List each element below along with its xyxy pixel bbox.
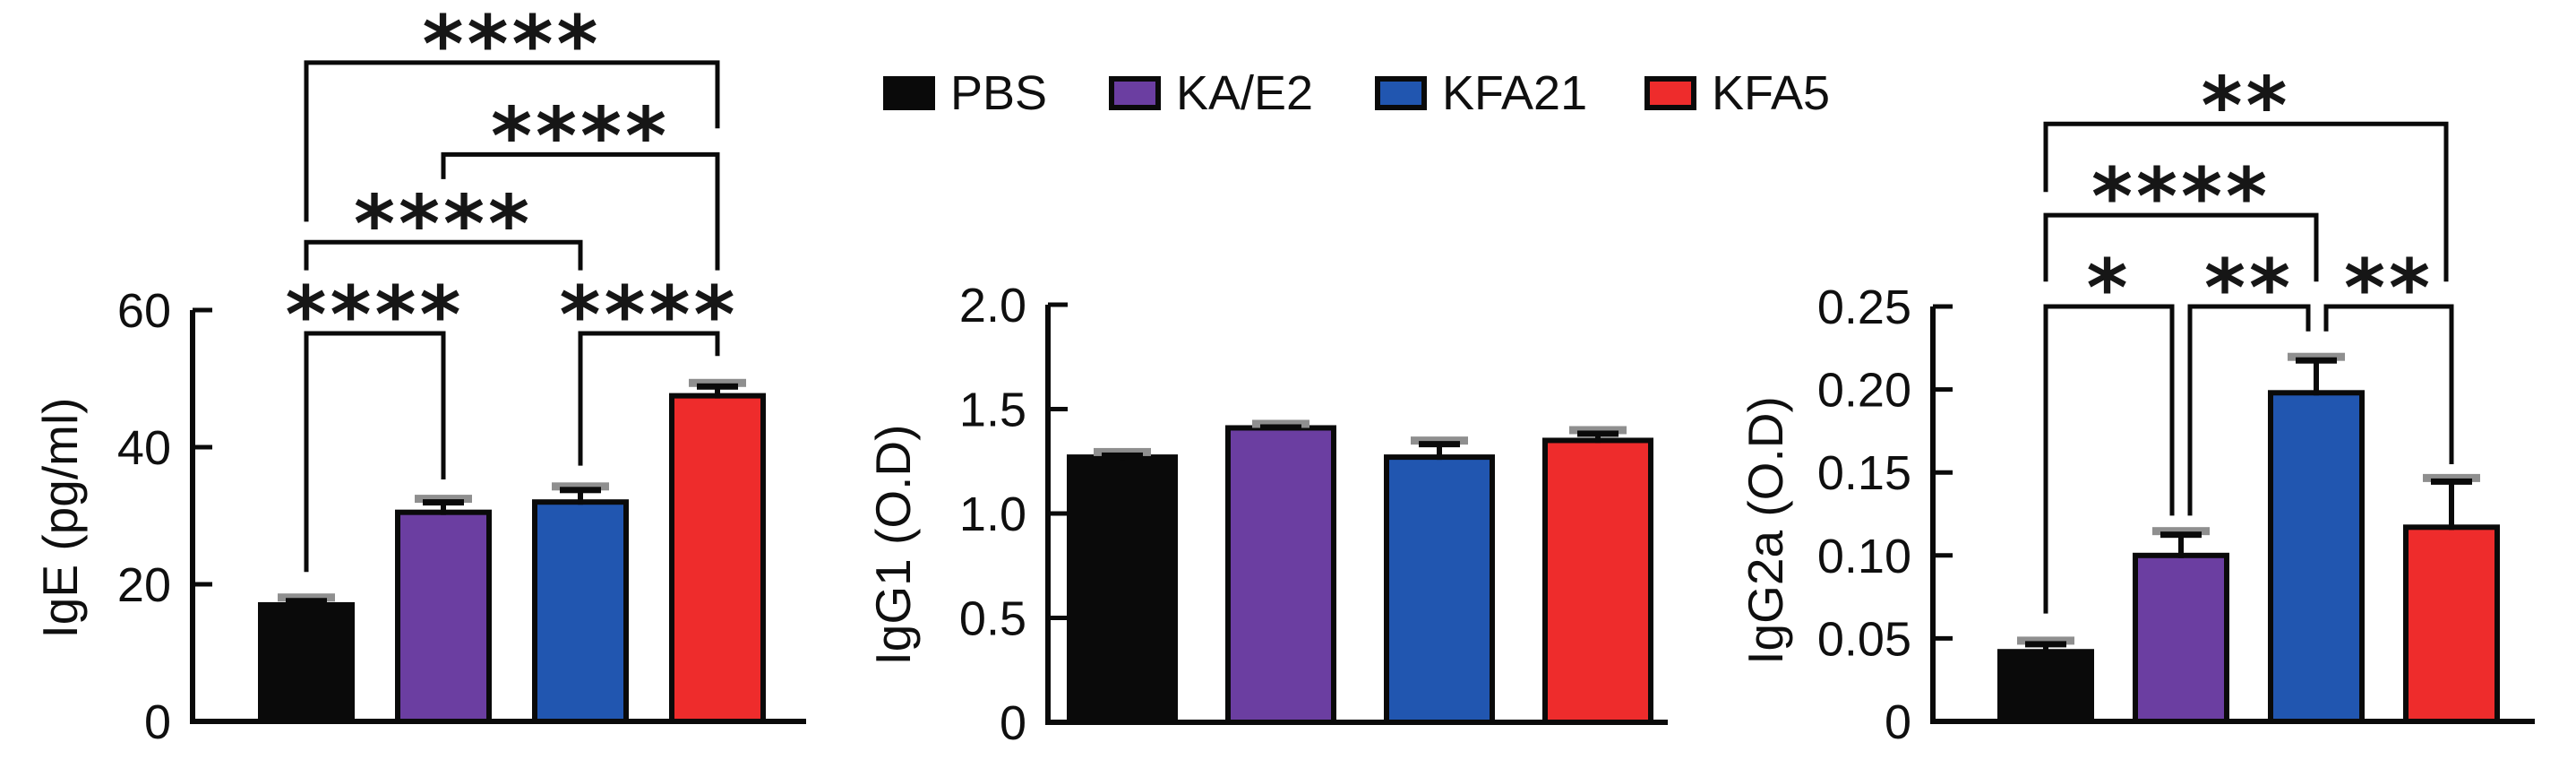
error-cap-kae2 <box>2160 531 2202 539</box>
y-tick-label: 20 <box>117 558 171 612</box>
significance-label-4: ** <box>2201 59 2290 151</box>
bar-pbs <box>258 601 355 725</box>
bar-kfa5 <box>2403 524 2500 724</box>
bar-pbs <box>1997 649 2094 724</box>
significance-label-1: ** <box>2204 242 2294 334</box>
error-cap-kfa21 <box>1419 441 1460 448</box>
significance-label-3: **** <box>491 90 670 182</box>
y-tick-label: 2.0 <box>959 279 1026 332</box>
y-tick-label: 60 <box>117 284 171 338</box>
y-axis-title: IgG2a (O.D) <box>1738 396 1793 665</box>
bar-pbs <box>1067 454 1178 725</box>
y-tick-label: 0 <box>1885 695 1911 749</box>
legend-item-kae2: KA/E2 <box>1109 69 1313 117</box>
error-cap-gray-kfa21 <box>2288 352 2345 361</box>
y-tick-label: 0 <box>1000 696 1026 750</box>
bar-kfa5 <box>669 393 766 724</box>
bar-kfa5 <box>1542 437 1653 725</box>
significance-bracket-1 <box>2187 304 2311 516</box>
significance-bracket-1 <box>578 331 720 466</box>
y-tick-label: 0.10 <box>1817 530 1911 583</box>
legend-swatch-kfa5 <box>1644 76 1696 110</box>
y-tick-label: 0.25 <box>1817 280 1911 334</box>
significance-label-2: ** <box>2344 242 2434 334</box>
error-cap-kfa5 <box>697 383 738 390</box>
bar-kfa21 <box>532 499 629 725</box>
legend: PBS KA/E2 KFA21 KFA5 <box>0 0 2576 125</box>
bar-kae2 <box>2133 552 2229 724</box>
significance-label-1: **** <box>559 269 738 361</box>
significance-bracket-4 <box>304 60 720 222</box>
error-cap-gray-pbs <box>278 593 335 602</box>
y-tick-label: 0 <box>144 695 171 749</box>
significance-bracket-0 <box>2043 304 2175 614</box>
legend-label-pbs: PBS <box>950 66 1048 120</box>
legend-label-kfa5: KFA5 <box>1712 66 1831 120</box>
y-tick-label: 0.5 <box>959 592 1026 646</box>
significance-bracket-4 <box>2043 121 2449 282</box>
error-cap-gray-kfa5 <box>1569 426 1627 435</box>
legend-item-kfa5: KFA5 <box>1644 69 1830 117</box>
error-cap-kfa5 <box>1577 430 1619 437</box>
significance-bracket-3 <box>2043 212 2319 282</box>
y-tick-label: 0.05 <box>1817 612 1911 666</box>
legend-item-pbs: PBS <box>883 69 1047 117</box>
y-axis-title: IgG1 (O.D) <box>865 425 921 666</box>
error-cap-gray-kae2 <box>2152 527 2210 536</box>
y-tick-label: 40 <box>117 421 171 475</box>
bar-kfa21 <box>2268 390 2365 724</box>
error-cap-gray-kae2 <box>1252 419 1309 428</box>
bar-kae2 <box>395 509 492 724</box>
y-tick-label: 1.0 <box>959 488 1026 541</box>
error-cap-gray-kfa5 <box>2423 473 2480 482</box>
legend-label-kfa21: KFA21 <box>1442 66 1588 120</box>
bar-kae2 <box>1225 425 1336 725</box>
error-cap-kae2 <box>1260 424 1301 431</box>
error-cap-kfa21 <box>560 487 601 494</box>
error-cap-kfa5 <box>2431 478 2472 485</box>
y-tick-label: 0.20 <box>1817 364 1911 418</box>
error-cap-gray-kfa21 <box>1411 436 1468 445</box>
error-cap-gray-kae2 <box>415 495 472 504</box>
legend-swatch-kae2 <box>1109 76 1161 110</box>
legend-swatch-pbs <box>883 76 935 110</box>
bar-kfa21 <box>1384 454 1495 725</box>
significance-label-4: **** <box>422 0 601 91</box>
legend-item-kfa21: KFA21 <box>1375 69 1587 117</box>
y-tick-label: 1.5 <box>959 384 1026 437</box>
significance-label-0: * <box>2086 242 2131 334</box>
legend-label-kae2: KA/E2 <box>1176 66 1314 120</box>
error-cap-pbs <box>286 598 327 605</box>
significance-label-0: **** <box>285 269 464 361</box>
error-cap-pbs <box>2025 641 2066 648</box>
significance-bracket-2 <box>304 239 583 271</box>
error-cap-gray-pbs <box>2017 636 2074 645</box>
y-axis-title: IgE (pg/ml) <box>32 398 88 639</box>
error-cap-pbs <box>1102 452 1143 459</box>
error-cap-gray-kfa21 <box>552 482 609 491</box>
error-cap-gray-pbs <box>1094 447 1151 456</box>
legend-swatch-kfa21 <box>1375 76 1427 110</box>
chart-igg1: 0 0.5 1.0 1.5 2.0 IgG1 (O.D) <box>865 279 1668 750</box>
significance-label-2: **** <box>354 177 533 270</box>
error-cap-kfa21 <box>2296 357 2337 364</box>
significance-label-3: **** <box>2091 151 2271 243</box>
significance-bracket-0 <box>304 331 446 573</box>
error-cap-kae2 <box>423 499 464 506</box>
y-tick-label: 0.15 <box>1817 446 1911 500</box>
significance-bracket-3 <box>441 151 720 271</box>
significance-bracket-2 <box>2323 304 2454 464</box>
error-cap-gray-kfa5 <box>689 378 746 387</box>
